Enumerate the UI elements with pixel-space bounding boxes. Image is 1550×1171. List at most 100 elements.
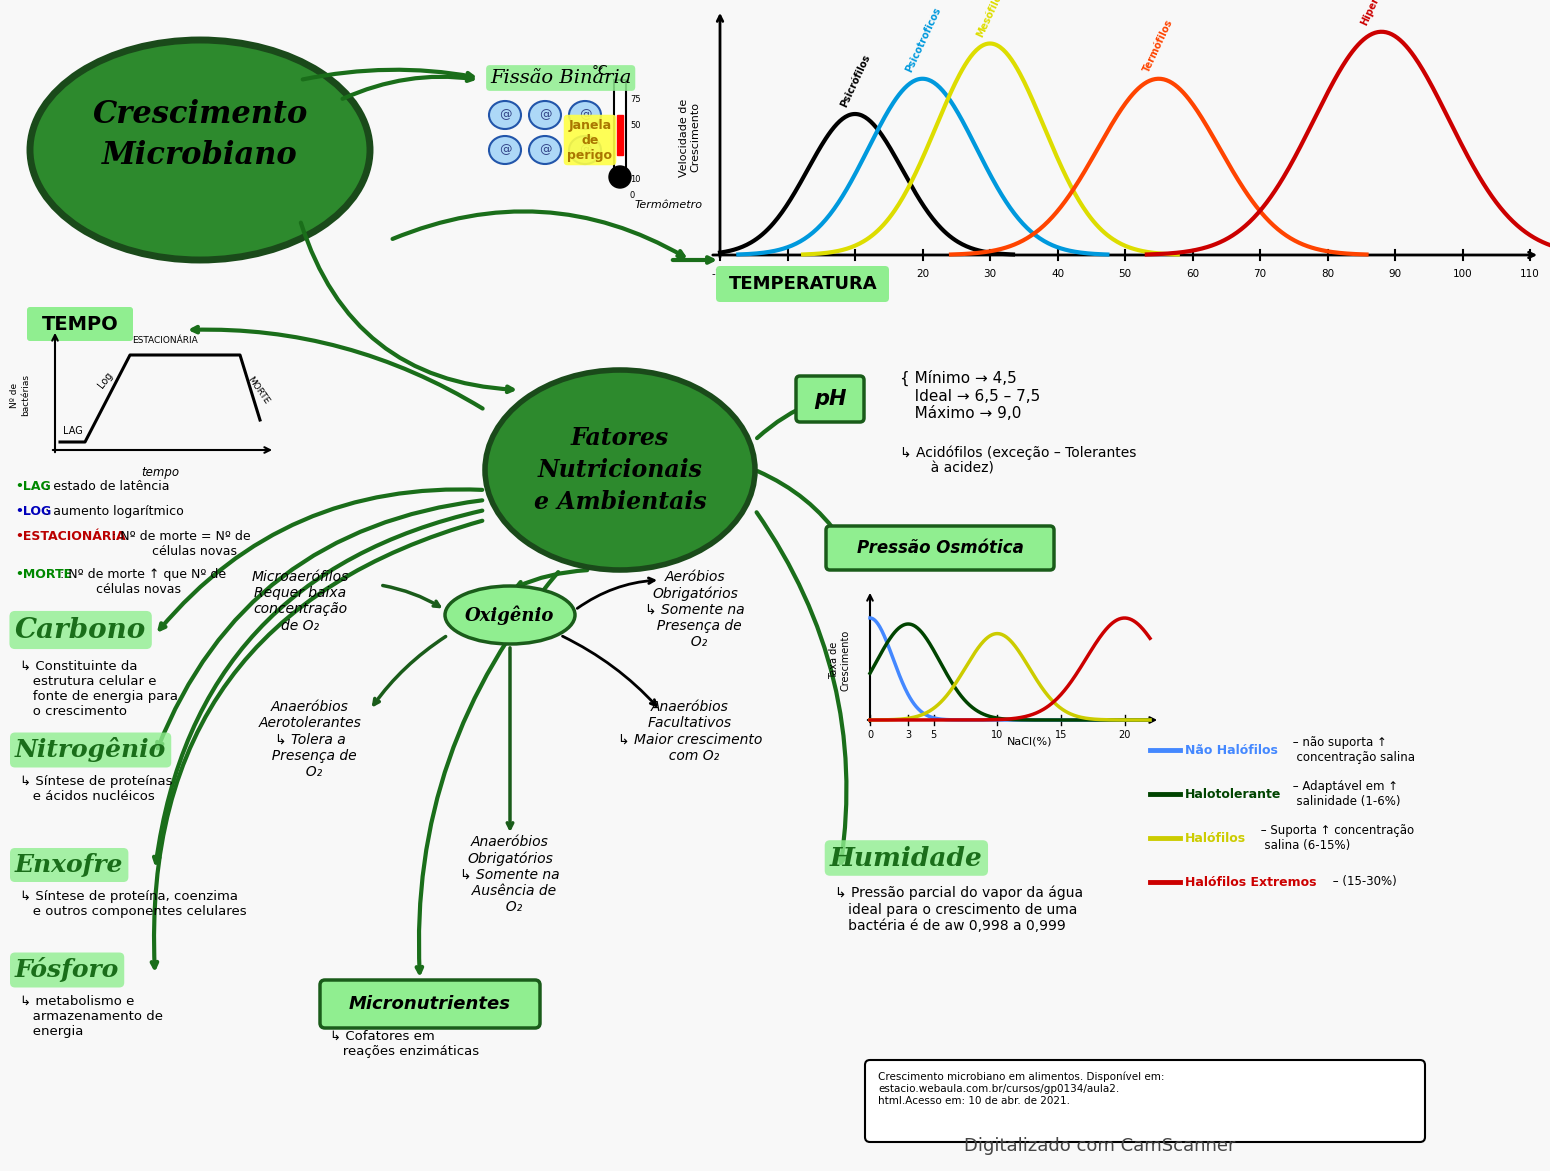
Text: Microaerófilos
Requer baixa
concentração
de O₂: Microaerófilos Requer baixa concentração… [251, 570, 349, 632]
Text: ↳ Constituinte da
   estrutura celular e
   fonte de energia para
   o crescimen: ↳ Constituinte da estrutura celular e fo… [20, 660, 178, 718]
Text: Termômetro: Termômetro [636, 200, 704, 210]
Text: 50: 50 [1119, 269, 1132, 279]
Text: @: @ [578, 144, 591, 157]
Text: 30: 30 [983, 269, 997, 279]
Text: Humidade: Humidade [829, 845, 983, 870]
Text: 5: 5 [930, 730, 936, 740]
Text: Halófilos Extremos: Halófilos Extremos [1186, 876, 1316, 889]
Text: •LOG: •LOG [16, 505, 51, 518]
Text: Psicrófilos: Psicrófilos [839, 53, 871, 109]
Text: 10: 10 [848, 269, 862, 279]
Text: Crescimento
Microbiano: Crescimento Microbiano [93, 100, 308, 171]
Text: ESTACIONÁRIA: ESTACIONÁRIA [132, 336, 198, 345]
Bar [617, 115, 623, 155]
Text: 10: 10 [629, 176, 640, 185]
Text: •LAG: •LAG [16, 480, 51, 493]
Text: – Adaptável em ↑
  salinidade (1-6%): – Adaptável em ↑ salinidade (1-6%) [1290, 780, 1401, 808]
Ellipse shape [488, 101, 521, 129]
Text: Carbono: Carbono [16, 616, 146, 644]
Text: 20: 20 [1119, 730, 1132, 740]
Text: ↳ Síntese de proteínas
   e ácidos nucléicos: ↳ Síntese de proteínas e ácidos nucléico… [20, 775, 172, 803]
FancyBboxPatch shape [797, 376, 863, 422]
FancyBboxPatch shape [826, 526, 1054, 570]
Text: 50: 50 [629, 121, 640, 130]
Text: NaCl(%): NaCl(%) [1008, 737, 1052, 746]
Text: ↳ Cofatores em
   reações enzimáticas: ↳ Cofatores em reações enzimáticas [330, 1030, 479, 1059]
Text: @: @ [499, 109, 512, 122]
FancyBboxPatch shape [716, 266, 890, 302]
Text: @: @ [539, 109, 552, 122]
Text: Fatores
Nutricionais
e Ambientais: Fatores Nutricionais e Ambientais [533, 426, 707, 514]
Text: Micronutrientes: Micronutrientes [349, 995, 512, 1013]
Text: -10: -10 [711, 269, 728, 279]
Text: pH: pH [814, 389, 846, 409]
Text: Anaeróbios
Facultativos
↳ Maior crescimento
  com O₂: Anaeróbios Facultativos ↳ Maior crescime… [618, 700, 763, 762]
Text: 15: 15 [1054, 730, 1066, 740]
Ellipse shape [569, 101, 601, 129]
Text: { Mínimo → 4,5
   Ideal → 6,5 – 7,5
   Máximo → 9,0: { Mínimo → 4,5 Ideal → 6,5 – 7,5 Máximo … [901, 370, 1040, 422]
Text: ↳ Síntese de proteína, coenzima
   e outros componentes celulares: ↳ Síntese de proteína, coenzima e outros… [20, 890, 246, 918]
Text: 70: 70 [1254, 269, 1266, 279]
Text: – Suporta ↑ concentração
  salina (6-15%): – Suporta ↑ concentração salina (6-15%) [1257, 824, 1414, 852]
Text: Janela
de
perigo: Janela de perigo [567, 118, 612, 162]
Text: Velocidade de
Crescimento: Velocidade de Crescimento [679, 98, 701, 177]
Ellipse shape [29, 40, 370, 260]
Text: ↳ Acidófilos (exceção – Tolerantes
       à acidez): ↳ Acidófilos (exceção – Tolerantes à aci… [901, 445, 1136, 475]
FancyBboxPatch shape [865, 1060, 1424, 1142]
Text: Taxa de
Crescimento: Taxa de Crescimento [829, 629, 851, 691]
Text: LAG: LAG [64, 426, 82, 436]
Text: Mesófilos: Mesófilos [975, 0, 1006, 39]
Text: Nitrogênio: Nitrogênio [16, 738, 166, 762]
Text: Halotolerante: Halotolerante [1186, 788, 1282, 801]
Text: 90: 90 [1389, 269, 1401, 279]
Bar [614, 80, 626, 170]
Ellipse shape [445, 586, 575, 644]
Text: 75: 75 [629, 96, 640, 104]
Text: Crescimento microbiano em alimentos. Disponível em:
estacio.webaula.com.br/curso: Crescimento microbiano em alimentos. Dis… [877, 1071, 1164, 1105]
Text: 0: 0 [866, 730, 873, 740]
Text: 20: 20 [916, 269, 928, 279]
Text: TEMPO: TEMPO [42, 315, 118, 334]
Text: : aumento logarítmico: : aumento logarítmico [45, 505, 184, 518]
Text: 110: 110 [1521, 269, 1539, 279]
Text: TEMPERATURA: TEMPERATURA [728, 275, 877, 293]
Text: @: @ [539, 144, 552, 157]
Text: Termófilos: Termófilos [1141, 18, 1175, 74]
Text: 0: 0 [784, 269, 790, 279]
Text: Não Halófilos: Não Halófilos [1186, 744, 1277, 756]
Text: : estado de latência: : estado de latência [45, 480, 169, 493]
Text: •ESTACIONÁRIA: •ESTACIONÁRIA [16, 530, 126, 543]
Text: Aeróbios
Obrigatórios
↳ Somente na
  Presença de
  O₂: Aeróbios Obrigatórios ↳ Somente na Prese… [645, 570, 746, 650]
Text: : Nº de morte ↑ que Nº de
         células novas: : Nº de morte ↑ que Nº de células novas [60, 568, 226, 596]
Text: °C.: °C. [592, 64, 612, 78]
Ellipse shape [485, 370, 755, 570]
Text: – não suporta ↑
  concentração salina: – não suporta ↑ concentração salina [1290, 737, 1415, 763]
Text: 100: 100 [1452, 269, 1472, 279]
Text: Fósforo: Fósforo [16, 958, 119, 982]
Ellipse shape [569, 136, 601, 164]
Text: Anaeróbios
Aerotolerantes
↳ Tolera a
  Presença de
  O₂: Anaeróbios Aerotolerantes ↳ Tolera a Pre… [259, 700, 361, 779]
Ellipse shape [609, 166, 631, 189]
Text: Digitalizado com CamScanner: Digitalizado com CamScanner [964, 1137, 1235, 1155]
Text: : Nº de morte = Nº de
          células novas: : Nº de morte = Nº de células novas [113, 530, 251, 559]
FancyBboxPatch shape [26, 307, 133, 341]
Ellipse shape [529, 136, 561, 164]
Text: •MORTE: •MORTE [16, 568, 73, 581]
Text: 40: 40 [1051, 269, 1063, 279]
Text: @: @ [499, 144, 512, 157]
Text: – (15-30%): – (15-30%) [1328, 876, 1397, 889]
Text: MORTE: MORTE [245, 375, 270, 405]
Text: 3: 3 [905, 730, 911, 740]
Ellipse shape [488, 136, 521, 164]
Text: 80: 80 [1321, 269, 1335, 279]
Text: Anaeróbios
Obrigatórios
↳ Somente na
  Ausência de
  O₂: Anaeróbios Obrigatórios ↳ Somente na Aus… [460, 835, 560, 915]
Text: Hipertermofílos: Hipertermofílos [1359, 0, 1406, 27]
Text: Nº de
bactérias: Nº de bactérias [11, 374, 29, 416]
Text: ↳ metabolismo e
   armazenamento de
   energia: ↳ metabolismo e armazenamento de energia [20, 995, 163, 1038]
Text: Pressão Osmótica: Pressão Osmótica [857, 539, 1023, 557]
Text: Oxigênio: Oxigênio [465, 605, 555, 625]
Text: Fissão Binária: Fissão Binária [490, 69, 631, 87]
Text: Psicotroficos: Psicotroficos [904, 6, 942, 74]
Ellipse shape [529, 101, 561, 129]
FancyBboxPatch shape [319, 980, 539, 1028]
